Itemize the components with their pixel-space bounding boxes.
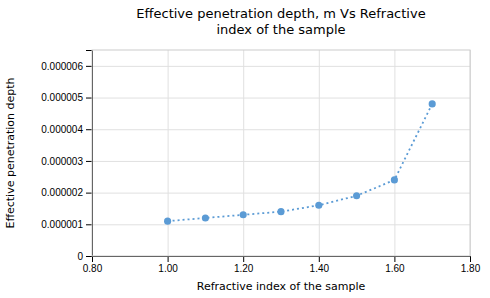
grid-line (92, 161, 470, 162)
tick-mark (86, 98, 92, 99)
point (315, 202, 322, 209)
grid-line (92, 129, 470, 130)
title-line: index of the sample (216, 22, 345, 37)
grid-x (93, 50, 471, 256)
tick-label: 1.60 (385, 263, 405, 274)
y-axis-label: Effective penetration depth (4, 77, 17, 228)
point (240, 211, 247, 218)
tick-mark (470, 256, 471, 262)
tick: 1.40 (310, 256, 330, 274)
tick: 1.60 (385, 256, 405, 274)
tick-label: 0.000005 (41, 92, 83, 103)
point (429, 100, 436, 107)
tick-mark (86, 66, 92, 67)
tick-label: 1.80 (461, 263, 481, 274)
grid-line (92, 193, 470, 194)
tick-mark (394, 256, 395, 262)
tick-label: 1.00 (158, 263, 178, 274)
plot: 0.80 1.00 1.20 1.40 1.60 1.80 0 0.000001 0.00000… (41, 50, 480, 274)
tick-mark (168, 256, 169, 262)
tick: 0.80 (83, 256, 103, 274)
tick-mark (86, 129, 92, 130)
marks (164, 100, 436, 224)
grid-line (92, 193, 470, 194)
tick-label: 0.000001 (41, 219, 83, 230)
tick-mark (86, 256, 92, 257)
grid-line (92, 98, 470, 99)
tick-label: 0.80 (83, 263, 103, 274)
tick: 0 (77, 251, 92, 262)
x-axis-label: Refractive index of the sample (197, 280, 366, 293)
tick-label: 1.40 (310, 263, 330, 274)
grid-line (92, 98, 470, 99)
y-axis: 0 0.000001 0.000002 0.000003 0.000004 0.00000… (41, 51, 92, 262)
grid-line (92, 66, 470, 67)
grid-line (92, 161, 470, 162)
tick-mark (243, 256, 244, 262)
tick-label: 0.000003 (41, 156, 83, 167)
tick-label: 1.20 (234, 263, 254, 274)
tick: 0.000005 (41, 92, 92, 103)
grid-y (92, 66, 470, 256)
grid-line (92, 224, 470, 225)
axis-line (93, 257, 471, 263)
tick: 0.000003 (41, 156, 92, 167)
tick-mark (319, 256, 320, 262)
chart: 0.80 1.00 1.20 1.40 1.60 1.80 0 0.000001 0.00000… (0, 0, 490, 298)
tick: 0.000006 (41, 61, 92, 72)
point (391, 176, 398, 183)
point (202, 214, 209, 221)
point (353, 192, 360, 199)
tick: 0.000002 (41, 187, 92, 198)
point (277, 208, 284, 215)
grid-line (92, 66, 470, 67)
tick-label: 0.000004 (41, 124, 83, 135)
tick: 1.20 (234, 256, 254, 274)
tick-mark (86, 193, 92, 194)
grid-line (92, 224, 470, 225)
grid-line (92, 129, 470, 130)
title-line: Effective penetration depth, m Vs Refrac… (136, 6, 425, 21)
tick: 0.000001 (41, 219, 92, 230)
tick: 1.80 (461, 256, 481, 274)
tick-label: 0.000006 (41, 61, 83, 72)
tick-label: 0.000002 (41, 187, 83, 198)
title: Effective penetration depth, m Vs Refrac… (136, 6, 425, 37)
point (164, 218, 171, 225)
line (168, 104, 433, 221)
tick-mark (86, 224, 92, 225)
tick-mark (86, 161, 92, 162)
tick-label: 0 (77, 251, 83, 262)
plot-frame (92, 50, 470, 256)
tick: 0.000004 (41, 124, 92, 135)
x-axis: 0.80 1.00 1.20 1.40 1.60 1.80 (83, 256, 481, 274)
tick: 1.00 (158, 256, 178, 274)
